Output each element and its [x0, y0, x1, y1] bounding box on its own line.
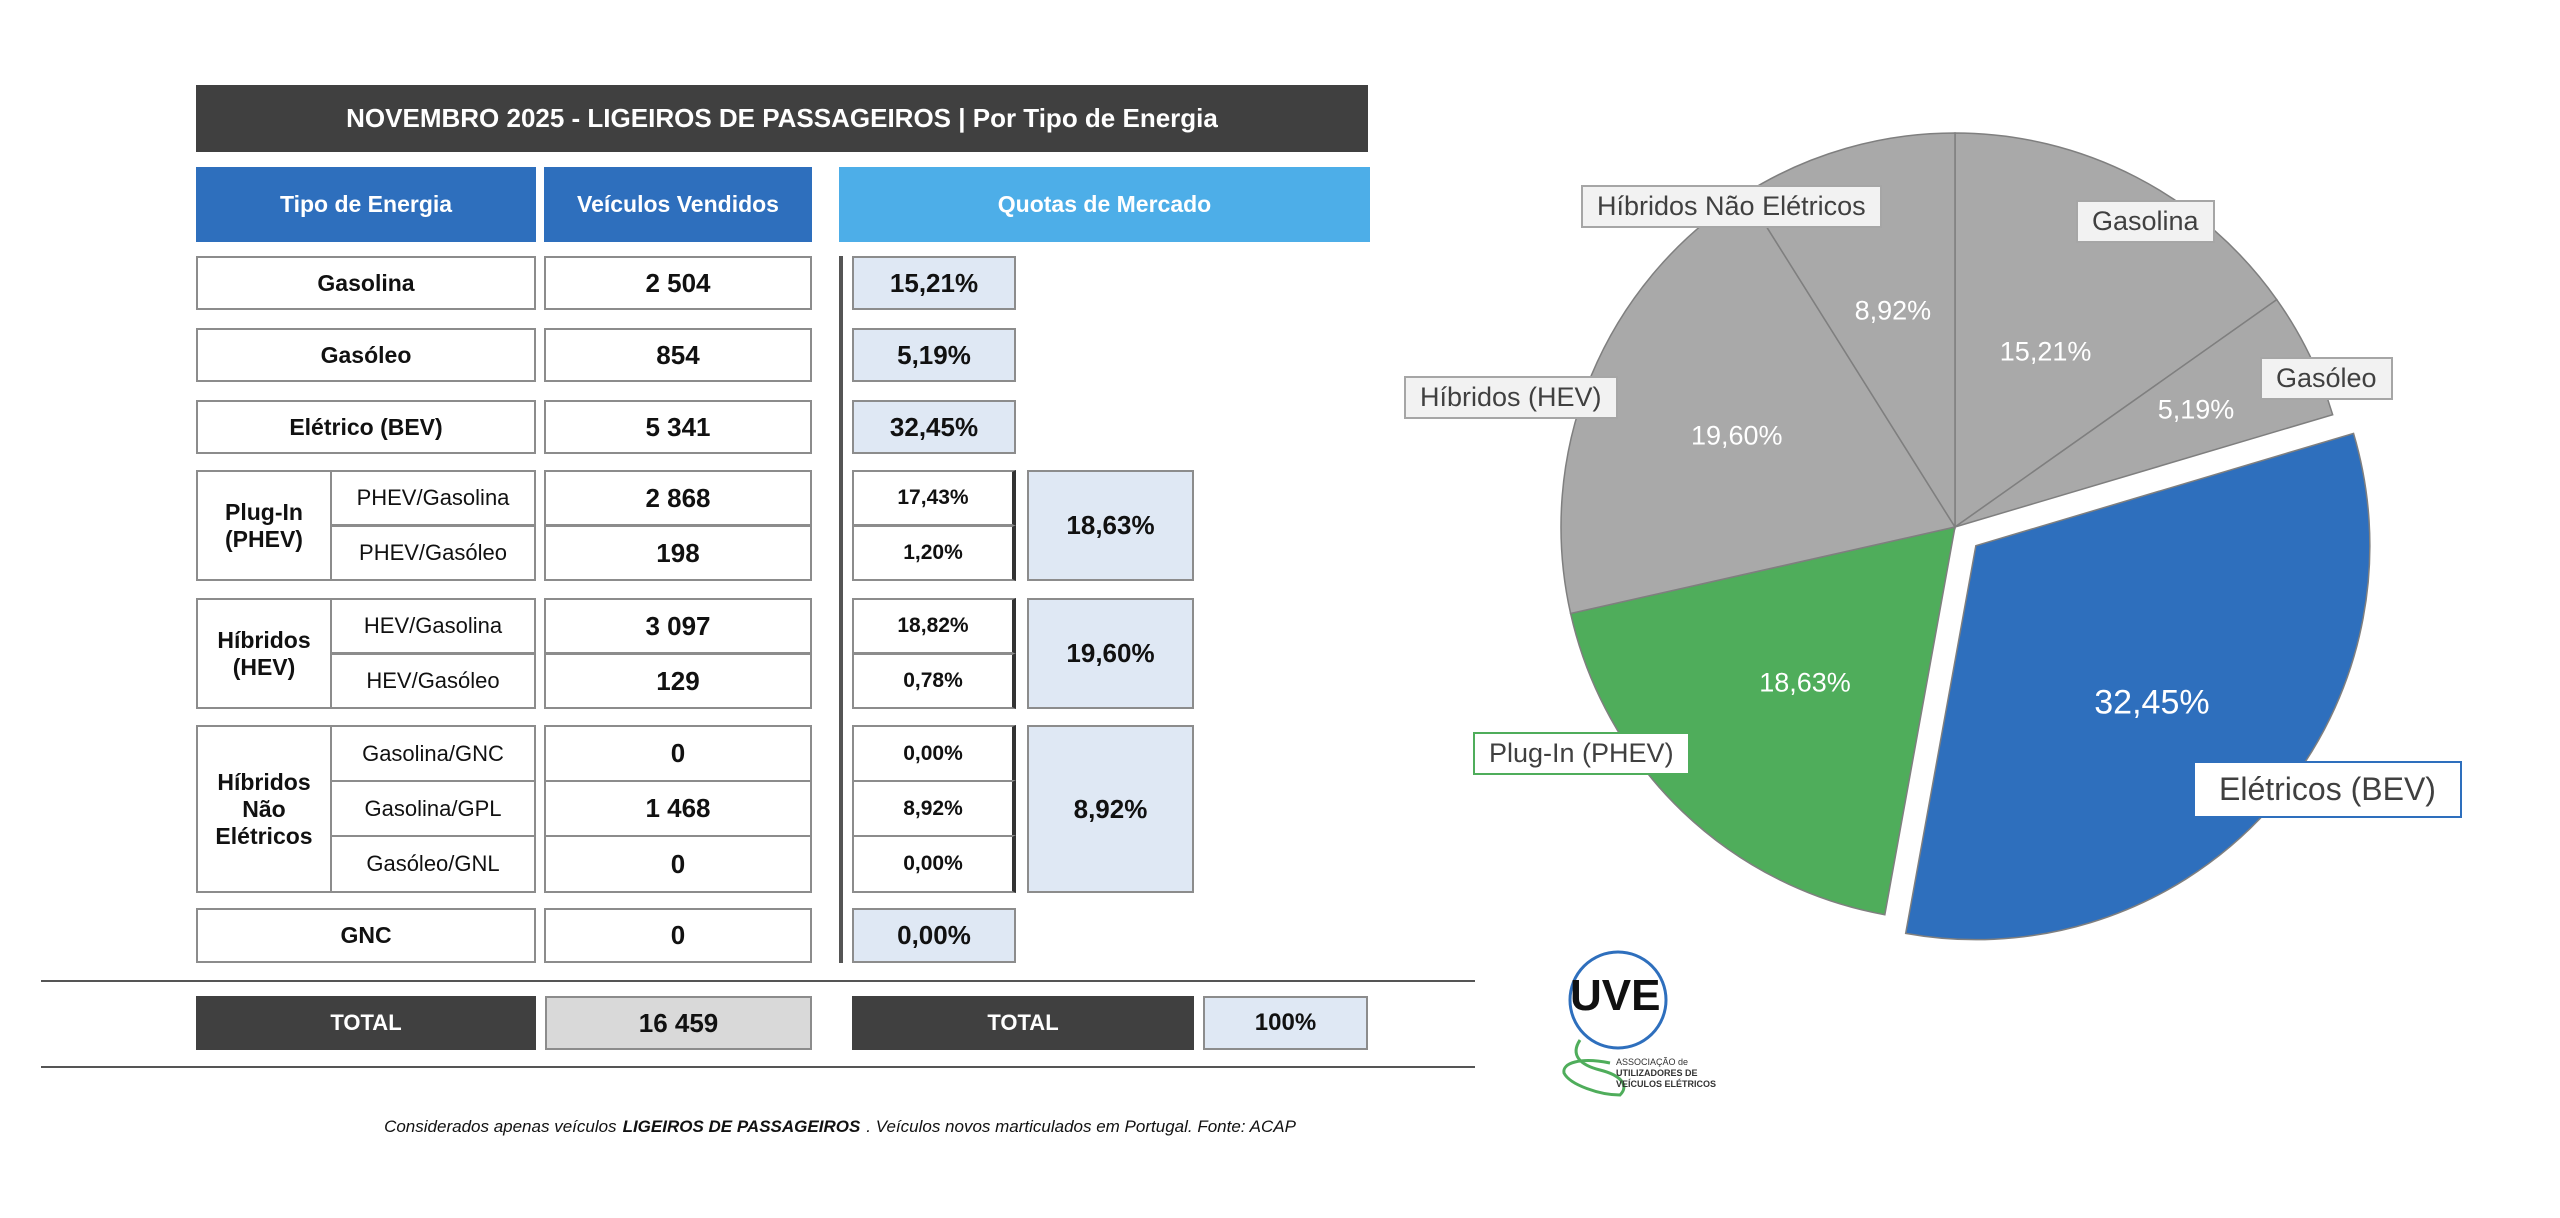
- header-vendidos: Veículos Vendidos: [544, 167, 812, 242]
- sub-label: Gasóleo/GNL: [330, 835, 536, 893]
- logo-line3: VEÍCULOS ELÉTRICOS: [1616, 1079, 1717, 1089]
- logo-line1: ASSOCIAÇÃO de: [1616, 1057, 1689, 1067]
- pie-value-label: 32,45%: [2094, 683, 2210, 722]
- logo-graphic: [1562, 950, 1668, 1097]
- row-share-bev: 32,45%: [852, 400, 1016, 454]
- pie-slice: [1569, 526, 1956, 916]
- pie-value-label: 18,63%: [1759, 667, 1851, 698]
- row-sold-gasolina: 2 504: [544, 256, 812, 310]
- row-share-gasolina: 15,21%: [852, 256, 1016, 310]
- footnote-pre: Considerados apenas veículos: [384, 1117, 617, 1136]
- row-sold-gnc: 0: [544, 908, 812, 963]
- uve-logo: UVE ASSOCIAÇÃO de UTILIZADORES DE VEÍCUL…: [1550, 945, 1750, 1105]
- pie-value-label: 8,92%: [1854, 295, 1932, 326]
- group-share-phev: 18,63%: [1027, 470, 1194, 581]
- sub-share: 0,78%: [852, 653, 1016, 709]
- divider-top: [41, 980, 1475, 982]
- sub-share: 0,00%: [852, 835, 1016, 893]
- total-share-label: TOTAL: [852, 996, 1194, 1050]
- sub-share: 17,43%: [852, 470, 1016, 526]
- row-label-gnc: GNC: [196, 908, 536, 963]
- pie-value-label: 19,60%: [1690, 420, 1783, 451]
- row-share-gasoleo: 5,19%: [852, 328, 1016, 382]
- footnote-bold: LIGEIROS DE PASSAGEIROS: [622, 1117, 861, 1136]
- total-share: 100%: [1203, 996, 1368, 1050]
- sub-sold: 0: [544, 725, 812, 782]
- row-sold-bev: 5 341: [544, 400, 812, 454]
- sub-share: 0,00%: [852, 725, 1016, 782]
- pie-slice: [1954, 298, 2334, 528]
- header-tipo: Tipo de Energia: [196, 167, 536, 242]
- group-share-hne: 8,92%: [1027, 725, 1194, 893]
- sub-label: HEV/Gasóleo: [330, 653, 536, 709]
- sub-label: PHEV/Gasóleo: [330, 525, 536, 581]
- pie-category-label: Híbridos (HEV): [1404, 376, 1618, 419]
- divider-vertical: [839, 256, 843, 963]
- page-title: NOVEMBRO 2025 - LIGEIROS DE PASSAGEIROS …: [196, 85, 1368, 152]
- sub-sold: 129: [544, 653, 812, 709]
- pie-value-label: 15,21%: [1999, 336, 2092, 367]
- sub-sold: 198: [544, 525, 812, 581]
- pie-category-label: Gasóleo: [2260, 357, 2393, 400]
- pie-value-label: 5,19%: [2157, 394, 2235, 425]
- row-label-gasolina: Gasolina: [196, 256, 536, 310]
- pie-category-label: Plug-In (PHEV): [1473, 732, 1690, 775]
- pie-slice: [1560, 192, 1957, 615]
- row-share-gnc: 0,00%: [852, 908, 1016, 963]
- pie-category-label: Gasolina: [2076, 200, 2215, 243]
- row-label-gasoleo: Gasóleo: [196, 328, 536, 382]
- group-label-hne: Híbridos Não Elétricos: [196, 725, 332, 893]
- row-sold-gasoleo: 854: [544, 328, 812, 382]
- group-label-phev: Plug-In (PHEV): [196, 470, 332, 581]
- sub-share: 1,20%: [852, 525, 1016, 581]
- total-label: TOTAL: [196, 996, 536, 1050]
- total-sold: 16 459: [545, 996, 812, 1050]
- sub-label: Gasolina/GNC: [330, 725, 536, 782]
- divider-bottom: [41, 1066, 1475, 1068]
- pie-category-label: Elétricos (BEV): [2193, 761, 2462, 818]
- footnote: Considerados apenas veículos LIGEIROS DE…: [200, 1110, 1480, 1144]
- pie-category-label: Híbridos Não Elétricos: [1581, 185, 1882, 228]
- footnote-post: . Veículos novos marticulados em Portuga…: [866, 1117, 1296, 1136]
- row-label-bev: Elétrico (BEV): [196, 400, 536, 454]
- sub-sold: 0: [544, 835, 812, 893]
- logo-text: UVE: [1570, 971, 1661, 1020]
- logo-line2: UTILIZADORES DE: [1616, 1068, 1698, 1078]
- group-share-hev: 19,60%: [1027, 598, 1194, 709]
- header-quotas: Quotas de Mercado: [839, 167, 1370, 242]
